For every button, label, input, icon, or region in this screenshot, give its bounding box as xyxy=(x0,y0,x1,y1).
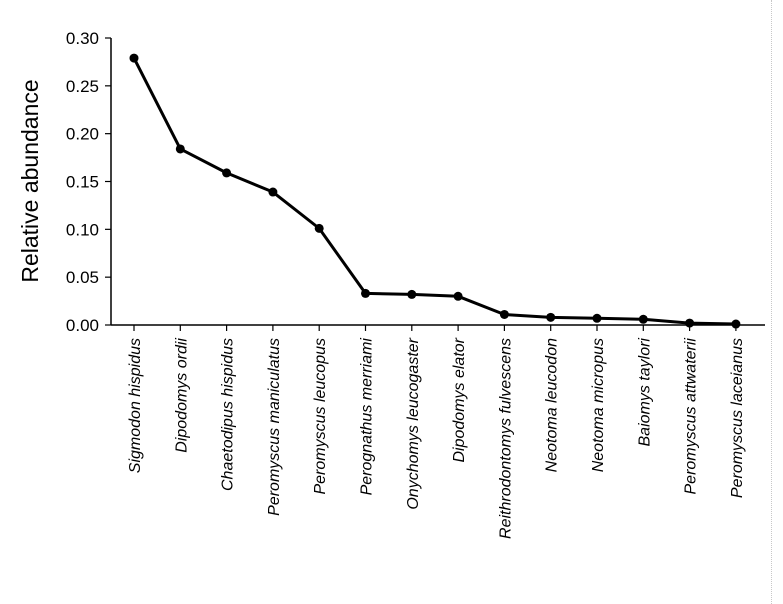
x-tick-label: Peromyscus attwaterii xyxy=(683,338,700,495)
y-axis: 0.00 0.05 0.10 0.15 0.20 0.25 0.30 xyxy=(66,29,112,335)
data-point xyxy=(222,168,232,178)
y-axis-title: Relative abundance xyxy=(17,79,43,282)
data-point xyxy=(499,309,509,319)
x-tick-label: Sigmodon hispidus xyxy=(127,338,144,473)
data-point xyxy=(638,314,648,324)
y-tick-label: 0.25 xyxy=(66,77,99,96)
x-tick-label: Reithrodontomys fulvescens xyxy=(497,338,514,539)
data-point xyxy=(453,291,463,301)
x-tick-label: Onychomys leucogaster xyxy=(405,337,422,509)
x-tick-label: Peromyscus laceianus xyxy=(729,338,746,498)
x-tick-label: Peromyscus leucopus xyxy=(312,338,329,495)
data-point xyxy=(175,144,185,154)
data-point xyxy=(129,53,139,63)
data-point xyxy=(361,288,370,298)
data-point xyxy=(314,223,324,233)
data-point xyxy=(407,289,417,299)
y-tick-label: 0.15 xyxy=(66,173,99,192)
data-point xyxy=(731,319,741,329)
x-tick-label: Neotoma micropus xyxy=(590,338,607,472)
x-tick-label: Neotoma leucodon xyxy=(544,338,561,472)
y-tick-label: 0.00 xyxy=(66,316,99,335)
data-point xyxy=(685,318,695,328)
data-point xyxy=(546,312,556,322)
x-axis: Sigmodon hispidus Dipodomys ordii Chaetodi… xyxy=(111,324,765,539)
y-tick-label: 0.10 xyxy=(66,220,99,239)
x-tick-label: Perognathus merriami xyxy=(359,338,376,496)
y-tick-label: 0.20 xyxy=(66,125,99,144)
data-point xyxy=(592,313,602,323)
data-point xyxy=(268,187,278,197)
x-tick-label: Peromyscus maniculatus xyxy=(266,338,283,516)
y-tick-label: 0.05 xyxy=(66,268,99,287)
series-line xyxy=(132,57,736,326)
plot-area xyxy=(129,53,741,329)
x-tick-label: Dipodomys elator xyxy=(451,337,468,462)
page-edge-divider xyxy=(771,0,783,604)
y-tick-label: 0.30 xyxy=(66,29,99,48)
x-tick-label: Dipodomys ordii xyxy=(173,338,190,453)
x-tick-label: Baiomys taylori xyxy=(636,338,653,447)
x-tick-label: Chaetodipus hispidus xyxy=(220,338,237,491)
